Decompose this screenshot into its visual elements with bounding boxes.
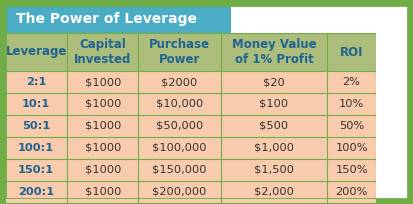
Text: The Power of Leverage: The Power of Leverage (17, 12, 197, 26)
Text: ROI: ROI (340, 45, 363, 59)
Text: $1000: $1000 (85, 121, 121, 131)
Text: Purchase
Power: Purchase Power (149, 38, 210, 66)
Text: $2,000: $2,000 (254, 187, 294, 197)
Text: 50%: 50% (339, 121, 364, 131)
Text: $1000: $1000 (85, 99, 121, 109)
Text: $150,000: $150,000 (152, 165, 206, 175)
Text: $200,000: $200,000 (152, 187, 206, 197)
Text: $1000: $1000 (85, 143, 121, 153)
Text: $500: $500 (259, 121, 289, 131)
Text: 100%: 100% (335, 143, 368, 153)
Text: $100,000: $100,000 (152, 143, 206, 153)
Text: Money Value
of 1% Profit: Money Value of 1% Profit (232, 38, 316, 66)
Text: $50,000: $50,000 (156, 121, 203, 131)
Text: 10%: 10% (339, 99, 364, 109)
Text: $1,500: $1,500 (254, 165, 294, 175)
Text: 2%: 2% (343, 77, 361, 87)
Text: $1000: $1000 (85, 77, 121, 87)
Text: Leverage: Leverage (5, 45, 67, 59)
Text: 100:1: 100:1 (18, 143, 54, 153)
Text: $100: $100 (259, 99, 289, 109)
Text: 200%: 200% (335, 187, 368, 197)
Text: $20: $20 (263, 77, 285, 87)
Text: 10:1: 10:1 (22, 99, 50, 109)
Text: $1000: $1000 (85, 165, 121, 175)
Text: $10,000: $10,000 (156, 99, 203, 109)
Text: 50:1: 50:1 (22, 121, 50, 131)
Text: 2:1: 2:1 (26, 77, 46, 87)
Text: $2000: $2000 (161, 77, 197, 87)
Text: 150%: 150% (335, 165, 368, 175)
Text: 150:1: 150:1 (18, 165, 54, 175)
Text: $1000: $1000 (85, 187, 121, 197)
Text: $1,000: $1,000 (254, 143, 294, 153)
Text: Capital
Invested: Capital Invested (74, 38, 131, 66)
Text: 200:1: 200:1 (18, 187, 54, 197)
